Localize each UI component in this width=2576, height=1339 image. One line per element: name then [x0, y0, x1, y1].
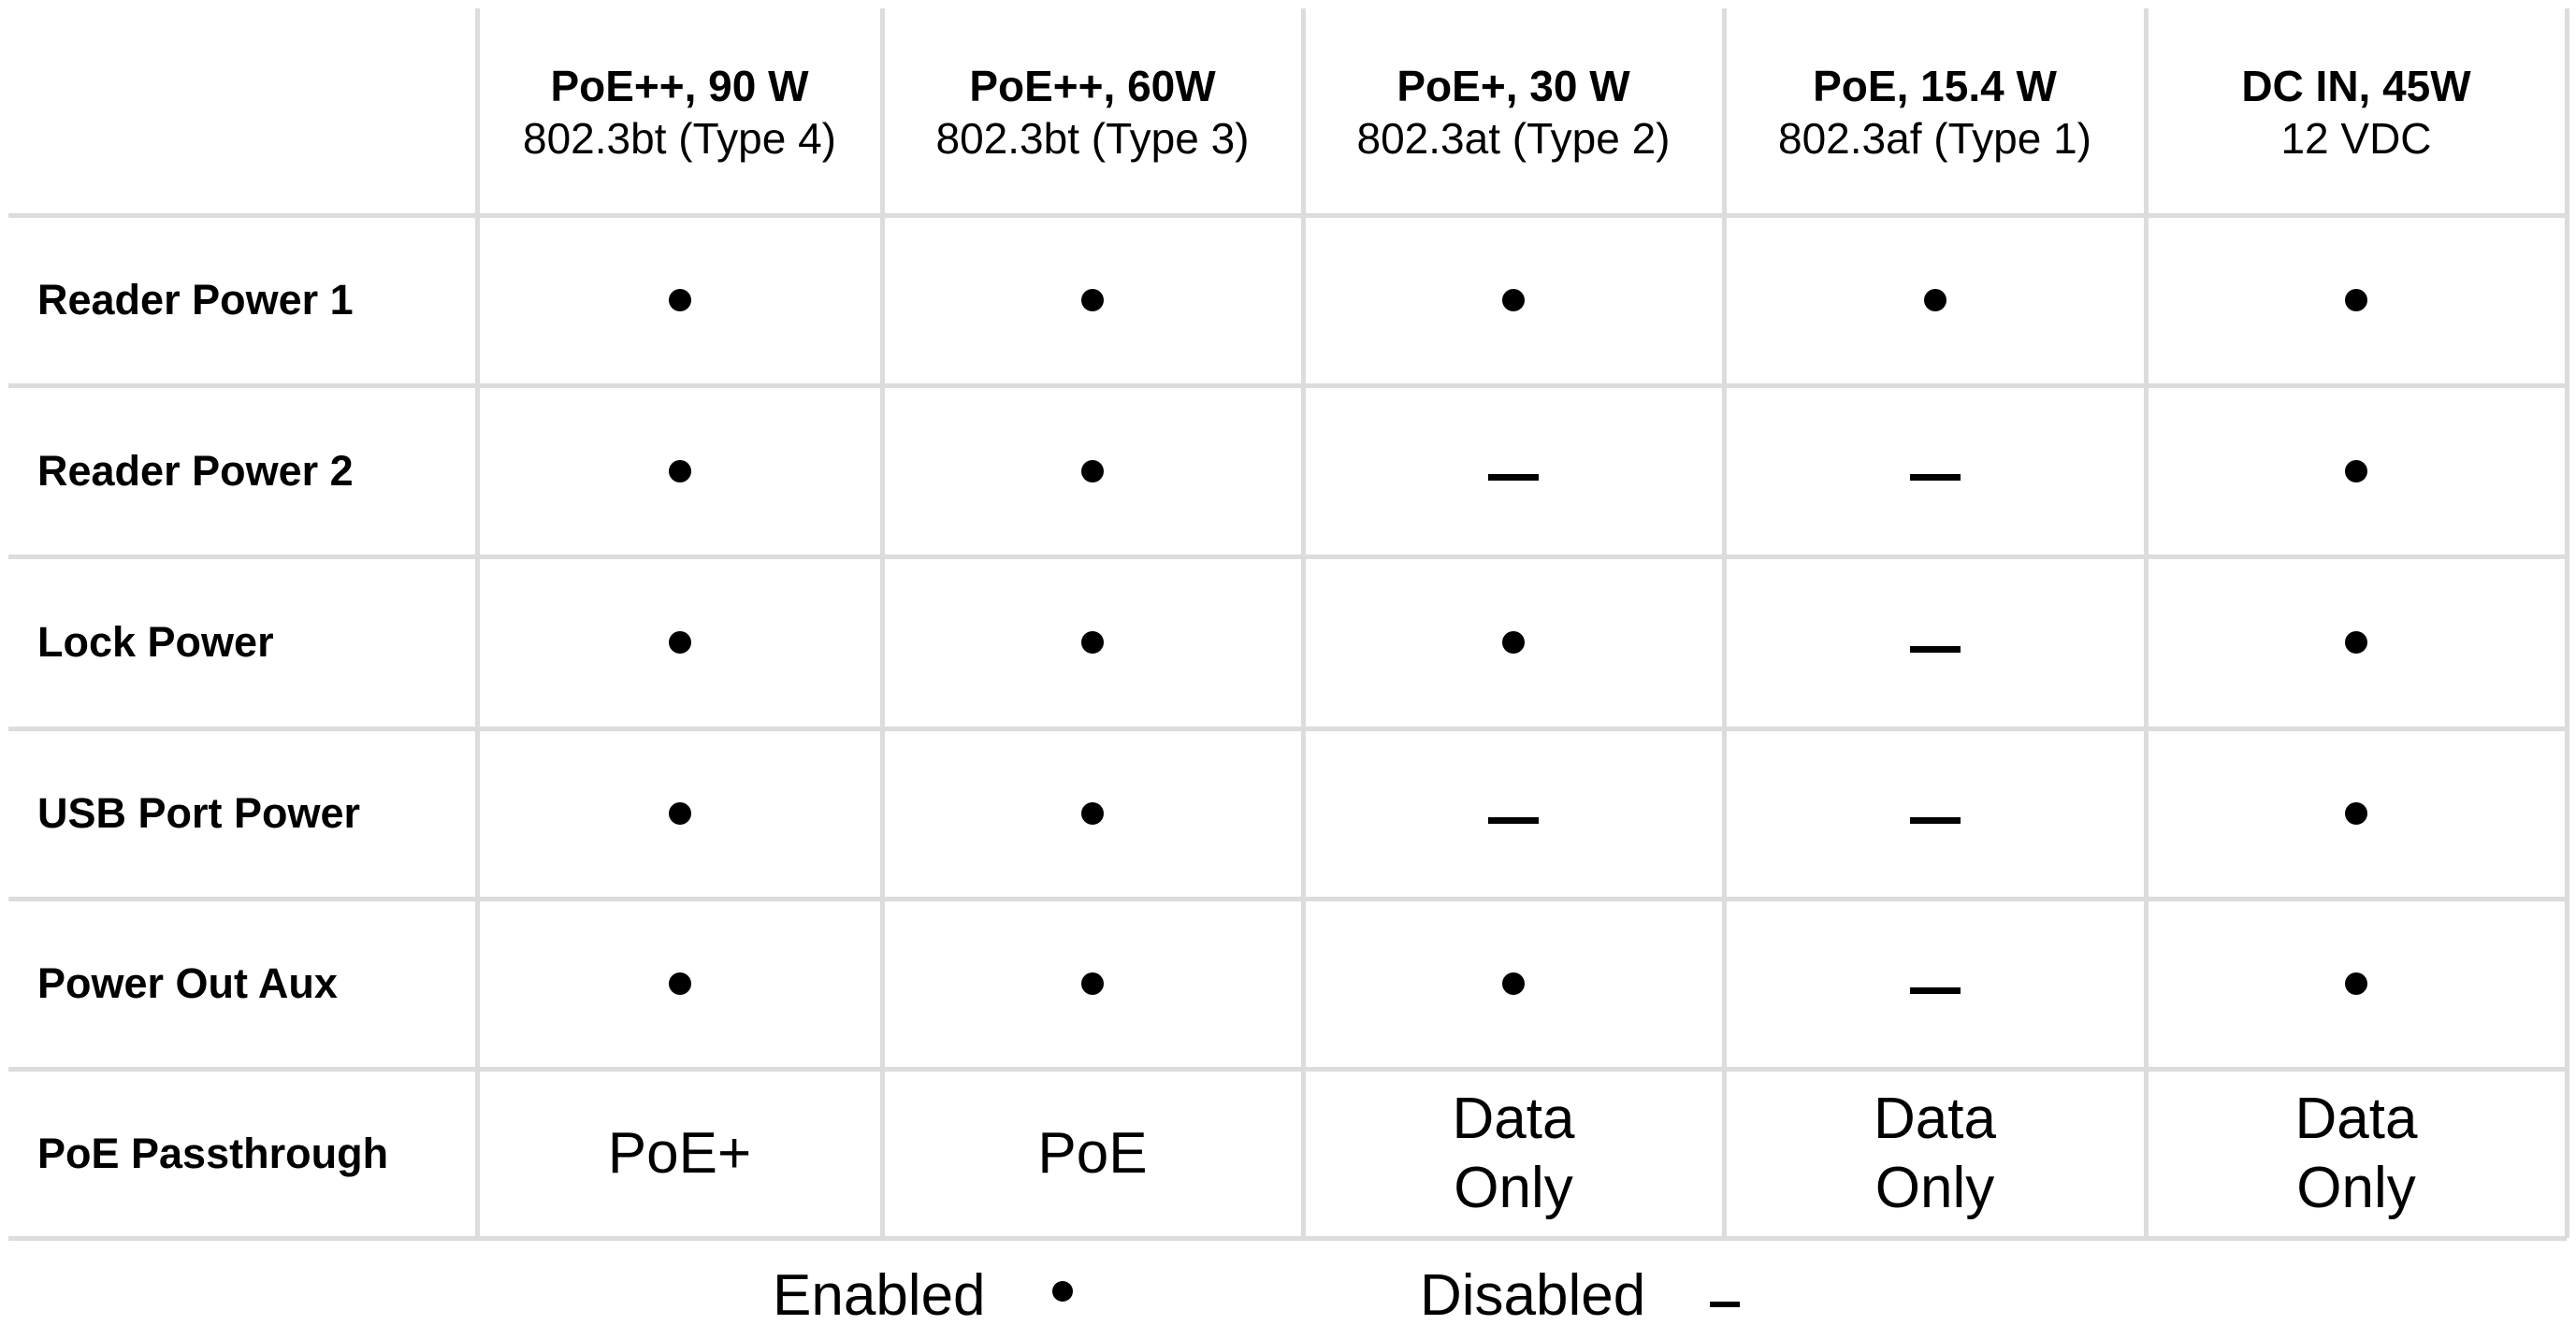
disabled-dash	[1909, 816, 1961, 824]
table-cell	[1724, 728, 2146, 899]
header-title: PoE+, 30 W	[1397, 61, 1630, 110]
enabled-dot	[1502, 972, 1525, 995]
legend-disabled: Disabled	[1420, 1263, 1646, 1328]
enabled-dot	[668, 972, 691, 995]
table-cell	[882, 899, 1303, 1069]
header-subtitle: 12 VDC	[2280, 113, 2432, 163]
table-cell: Data Only	[2146, 1069, 2567, 1238]
column-header: PoE, 15.4 W 802.3af (Type 1)	[1724, 8, 2146, 215]
table-cell	[882, 556, 1303, 728]
row-label: Reader Power 1	[37, 276, 354, 324]
table-cell	[2146, 899, 2567, 1069]
table-cell	[882, 728, 1303, 899]
table-cell	[882, 215, 1303, 385]
enabled-dot	[668, 802, 691, 825]
column-divider	[1301, 8, 1306, 1238]
row-label: Lock Power	[37, 618, 274, 666]
header-subtitle: 802.3bt (Type 4)	[523, 113, 836, 163]
enabled-dot	[1081, 459, 1104, 482]
enabled-dot	[668, 631, 691, 654]
row-divider	[8, 1067, 2567, 1072]
disabled-dash	[1909, 474, 1961, 481]
enabled-dot	[668, 289, 691, 311]
cell-text: PoE	[1037, 1120, 1148, 1186]
table-cell: Data Only	[1724, 1069, 2146, 1238]
column-divider	[2144, 8, 2149, 1238]
enabled-dot	[1081, 631, 1104, 654]
table-cell	[2146, 385, 2567, 556]
table-cell	[477, 215, 882, 385]
row-divider	[8, 727, 2567, 731]
legend-dash	[1710, 1302, 1740, 1307]
table-cell	[1724, 215, 2146, 385]
row-divider	[8, 213, 2567, 218]
enabled-dot	[668, 459, 691, 482]
cell-text: PoE+	[607, 1120, 752, 1186]
enabled-dot	[1502, 631, 1525, 654]
enabled-dot	[1081, 289, 1104, 311]
table-cell	[2146, 556, 2567, 728]
enabled-dot	[1081, 972, 1104, 995]
table-cell	[477, 556, 882, 728]
enabled-dot	[2345, 972, 2367, 995]
cell-text: Data Only	[2294, 1086, 2418, 1220]
row-divider	[8, 383, 2567, 388]
column-divider	[1722, 8, 1727, 1238]
table-cell	[1724, 899, 2146, 1069]
table-cell	[1303, 728, 1724, 899]
column-header: PoE++, 90 W 802.3bt (Type 4)	[477, 8, 882, 215]
table-cell	[1724, 385, 2146, 556]
row-label: USB Port Power	[37, 789, 361, 837]
table-cell	[2146, 215, 2567, 385]
table-cell	[477, 728, 882, 899]
row-divider	[8, 1236, 2567, 1241]
legend-dot	[1052, 1281, 1073, 1302]
enabled-dot	[2345, 459, 2367, 482]
disabled-dash	[1488, 474, 1539, 481]
table-cell	[1724, 556, 2146, 728]
column-divider	[880, 8, 885, 1238]
row-divider	[8, 554, 2567, 559]
enabled-dot	[1923, 289, 1946, 311]
header-subtitle: 802.3bt (Type 3)	[935, 113, 1250, 163]
enabled-dot	[1081, 802, 1104, 825]
table-cell: Data Only	[1303, 1069, 1724, 1238]
cell-text: Data Only	[1452, 1086, 1575, 1220]
row-label: Power Out Aux	[37, 959, 338, 1007]
table-cell: PoE+	[477, 1069, 882, 1238]
column-divider	[2565, 8, 2569, 1238]
enabled-dot	[2345, 631, 2367, 654]
column-header: PoE+, 30 W 802.3at (Type 2)	[1303, 8, 1724, 215]
enabled-dot	[2345, 289, 2367, 311]
table-cell	[1303, 385, 1724, 556]
table-cell	[882, 385, 1303, 556]
table-cell	[1303, 556, 1724, 728]
header-title: PoE, 15.4 W	[1813, 61, 2057, 110]
column-divider	[475, 8, 480, 1238]
column-header: DC IN, 45W 12 VDC	[2146, 8, 2567, 215]
table-cell: PoE	[882, 1069, 1303, 1238]
column-header: PoE++, 60W 802.3bt (Type 3)	[882, 8, 1303, 215]
row-label: Reader Power 2	[37, 446, 354, 495]
header-subtitle: 802.3at (Type 2)	[1356, 113, 1671, 163]
table-cell	[477, 899, 882, 1069]
table-cell	[477, 385, 882, 556]
header-title: DC IN, 45W	[2241, 61, 2471, 110]
table-cell	[2146, 728, 2567, 899]
disabled-dash	[1909, 986, 1961, 994]
row-divider	[8, 897, 2567, 901]
disabled-dash	[1488, 816, 1539, 824]
header-title: PoE++, 90 W	[550, 61, 809, 110]
enabled-dot	[2345, 802, 2367, 825]
enabled-dot	[1502, 289, 1525, 311]
table-cell	[1303, 899, 1724, 1069]
row-label: PoE Passthrough	[37, 1129, 389, 1177]
header-subtitle: 802.3af (Type 1)	[1778, 113, 2091, 163]
disabled-dash	[1909, 645, 1961, 653]
header-title: PoE++, 60W	[969, 61, 1216, 110]
legend-enabled: Enabled	[773, 1263, 986, 1328]
cell-text: Data Only	[1874, 1086, 1996, 1220]
table-cell	[1303, 215, 1724, 385]
